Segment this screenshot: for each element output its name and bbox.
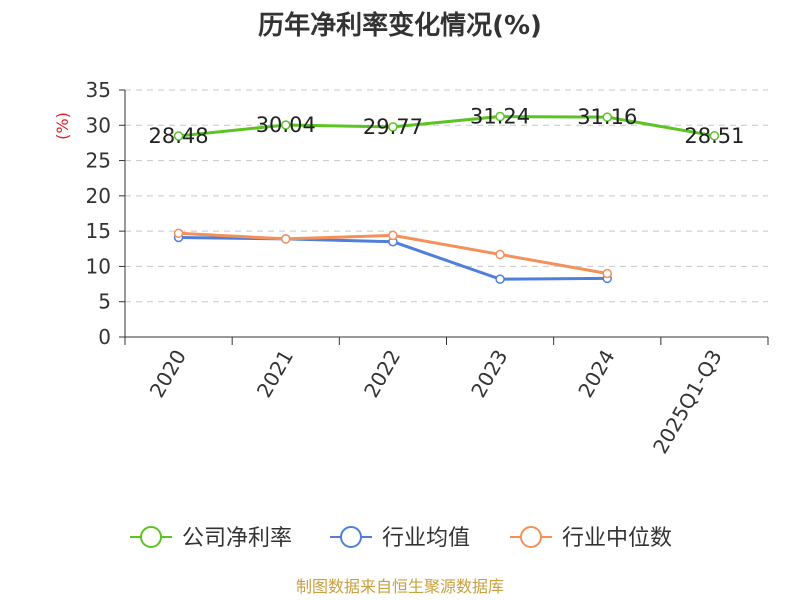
y-tick-label: 20 bbox=[86, 184, 111, 208]
data-label: 28.51 bbox=[684, 124, 744, 148]
data-label: 31.24 bbox=[470, 105, 530, 129]
legend-marker bbox=[520, 526, 542, 548]
y-tick-label: 35 bbox=[86, 78, 111, 102]
x-tick-label: 2025Q1-Q3 bbox=[648, 346, 727, 458]
legend-item[interactable]: 行业中位数 bbox=[510, 526, 672, 551]
y-axis-unit: (%) bbox=[53, 112, 72, 140]
y-tick-label: 15 bbox=[86, 219, 111, 243]
x-tick-label: 2023 bbox=[466, 346, 512, 402]
legend-marker bbox=[340, 526, 362, 548]
x-tick-label: 2020 bbox=[145, 346, 191, 402]
data-labels: 28.48 30.04 29.77 31.24 31.16 28.51 bbox=[149, 105, 745, 148]
x-tick-label: 2022 bbox=[359, 346, 405, 402]
legend-label: 行业均值 bbox=[382, 526, 470, 551]
legend-label: 公司净利率 bbox=[182, 526, 292, 551]
y-tick-label: 0 bbox=[98, 325, 111, 349]
data-point[interactable] bbox=[602, 268, 612, 279]
legend-item[interactable]: 行业均值 bbox=[330, 526, 470, 551]
legend[interactable]: 公司净利率 行业均值 行业中位数 bbox=[130, 526, 672, 551]
data-point[interactable] bbox=[281, 120, 291, 130]
series-lines bbox=[173, 111, 720, 284]
data-point[interactable] bbox=[281, 234, 291, 244]
data-point[interactable] bbox=[495, 111, 505, 122]
legend-item[interactable]: 公司净利率 bbox=[130, 526, 292, 551]
y-tick-label: 25 bbox=[86, 149, 111, 173]
series-line bbox=[178, 115, 715, 138]
chart-title: 历年净利率变化情况(%) bbox=[258, 10, 542, 41]
x-tick-label: 2024 bbox=[573, 346, 619, 402]
y-tick-label: 30 bbox=[86, 113, 111, 137]
data-point[interactable] bbox=[495, 249, 505, 260]
legend-label: 行业中位数 bbox=[562, 526, 672, 551]
data-label: 29.77 bbox=[363, 115, 423, 139]
grid-lines bbox=[125, 89, 768, 303]
data-point[interactable] bbox=[388, 230, 398, 241]
data-label: 28.48 bbox=[149, 124, 209, 148]
source-note: 制图数据来自恒生聚源数据库 bbox=[296, 577, 504, 596]
y-tick-label: 10 bbox=[86, 254, 111, 278]
data-point[interactable] bbox=[602, 112, 612, 122]
data-label: 31.16 bbox=[577, 105, 637, 129]
y-tick-label: 5 bbox=[98, 290, 111, 314]
legend-marker bbox=[140, 526, 162, 548]
data-label: 30.04 bbox=[256, 113, 316, 137]
data-point[interactable] bbox=[709, 131, 720, 141]
data-point[interactable] bbox=[173, 228, 184, 239]
data-point[interactable] bbox=[173, 131, 184, 141]
data-point[interactable] bbox=[388, 122, 398, 132]
x-tick-label: 2021 bbox=[252, 346, 298, 402]
data-point[interactable] bbox=[495, 274, 505, 284]
